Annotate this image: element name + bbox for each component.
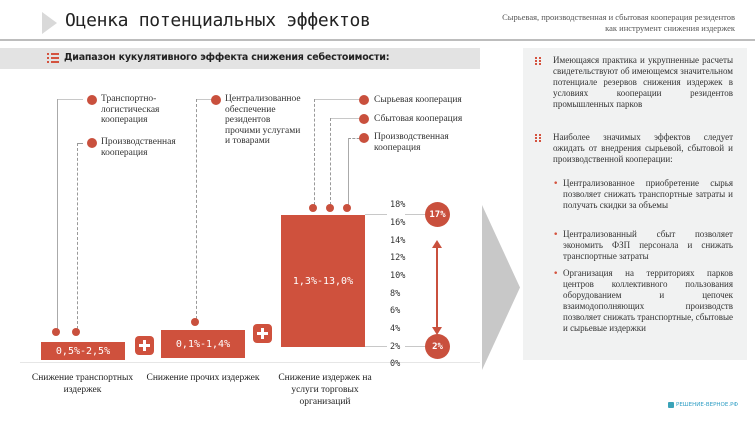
dots-bullet-icon (535, 57, 542, 66)
y-tick: 10% (390, 271, 406, 281)
label-dot (359, 133, 369, 143)
bullet-icon: • (553, 230, 559, 240)
plus-icon (253, 324, 272, 343)
range-line (365, 214, 387, 215)
label-dot (87, 138, 97, 148)
dots-bullet-icon (535, 134, 542, 143)
y-tick: 8% (390, 289, 401, 299)
site-logo: РЕШЕНИЕ-ВЕРНОЕ.РФ (668, 402, 738, 408)
bar-other: 0,1%-1,4% (161, 330, 245, 358)
panel-item: Наиболее значимых эффектов следует ожида… (553, 132, 733, 164)
label-production-2: Производственная кооперация (374, 132, 449, 153)
label-dot (359, 95, 369, 105)
anchor-dot (52, 328, 60, 336)
chart-baseline (20, 362, 480, 363)
label-production-1: Производственная кооперация (101, 137, 176, 158)
arrow-up-icon (432, 240, 442, 248)
range-line (365, 346, 387, 347)
bullet-icon: • (553, 269, 559, 279)
anchor-dot (309, 204, 317, 212)
anchor-dot (72, 328, 80, 336)
subtitle-line: Сырьевая, производственная и сбытовая ко… (502, 12, 735, 22)
connector-line (57, 99, 58, 329)
logo-text: РЕШЕНИЕ-ВЕРНОЕ.РФ (676, 402, 739, 408)
y-tick: 6% (390, 306, 401, 316)
section-band (0, 48, 480, 69)
y-tick: 4% (390, 324, 401, 334)
connector-line (348, 138, 364, 139)
connector-line (57, 99, 83, 100)
range-line (405, 346, 425, 347)
connector-line (348, 138, 349, 205)
connector-line (77, 143, 83, 144)
label-dot (87, 95, 97, 105)
conclusions-panel: Имеющаяся практика и укрупненные расчеты… (523, 48, 747, 360)
category-label: Снижение транспортных издержек (31, 373, 134, 395)
panel-subitem: Централизованный сбыт позволяет экономит… (563, 229, 733, 261)
label-centralized: Централизованное обеспечение резидентов … (225, 94, 301, 146)
y-tick: 14% (390, 236, 406, 246)
bar-transport: 0,5%-2,5% (41, 342, 125, 360)
anchor-dot (191, 318, 199, 326)
connector-line (330, 118, 364, 119)
label-sales: Сбытовая кооперация (374, 114, 463, 124)
connector-line (196, 99, 212, 100)
panel-subitem: Организация на территориях парков центро… (563, 268, 733, 333)
page-subtitle: Сырьевая, производственная и сбытовая ко… (435, 12, 735, 34)
list-icon (47, 53, 59, 64)
y-tick: 0% (390, 359, 401, 369)
y-tick: 16% (390, 218, 406, 228)
label-transport-logistics: Транспортно- логистическая кооперация (101, 94, 160, 125)
logo-icon (668, 402, 674, 408)
anchor-dot (343, 204, 351, 212)
section-title: Диапазон кукулятивного эффекта снижения … (64, 52, 390, 63)
connector-line (196, 99, 197, 319)
header-divider (0, 39, 755, 41)
label-dot (359, 114, 369, 124)
anchor-dot (326, 204, 334, 212)
connector-line (77, 143, 78, 329)
panel-subitem: Централизованное приобретение сырья позв… (563, 178, 733, 210)
y-tick: 18% (390, 200, 406, 210)
badge-min: 2% (425, 334, 450, 359)
label-raw: Сырьевая кооперация (374, 95, 462, 105)
arrow-down-icon (432, 327, 442, 335)
title-arrow-icon (42, 12, 57, 34)
range-arrow (436, 247, 438, 331)
y-tick: 12% (390, 253, 406, 263)
category-label: Снижение прочих издержек (146, 373, 260, 383)
chevron-right-icon (482, 205, 520, 370)
badge-max: 17% (425, 202, 450, 227)
range-line (405, 214, 425, 215)
connector-line (330, 118, 331, 205)
plus-icon (135, 336, 154, 355)
connector-line (314, 99, 364, 100)
connector-line (314, 99, 315, 205)
y-tick: 2% (390, 342, 401, 352)
page-title: Оценка потенциальных эффектов (65, 10, 371, 31)
category-label: Снижение издержек на услуги торговых орг… (278, 373, 372, 407)
panel-item: Имеющаяся практика и укрупненные расчеты… (553, 55, 733, 109)
subtitle-line: как инструмент снижения издержек (605, 23, 735, 33)
bullet-icon: • (553, 179, 559, 189)
bar-trade-services: 1,3%-13,0% (281, 215, 365, 347)
label-dot (211, 95, 221, 105)
